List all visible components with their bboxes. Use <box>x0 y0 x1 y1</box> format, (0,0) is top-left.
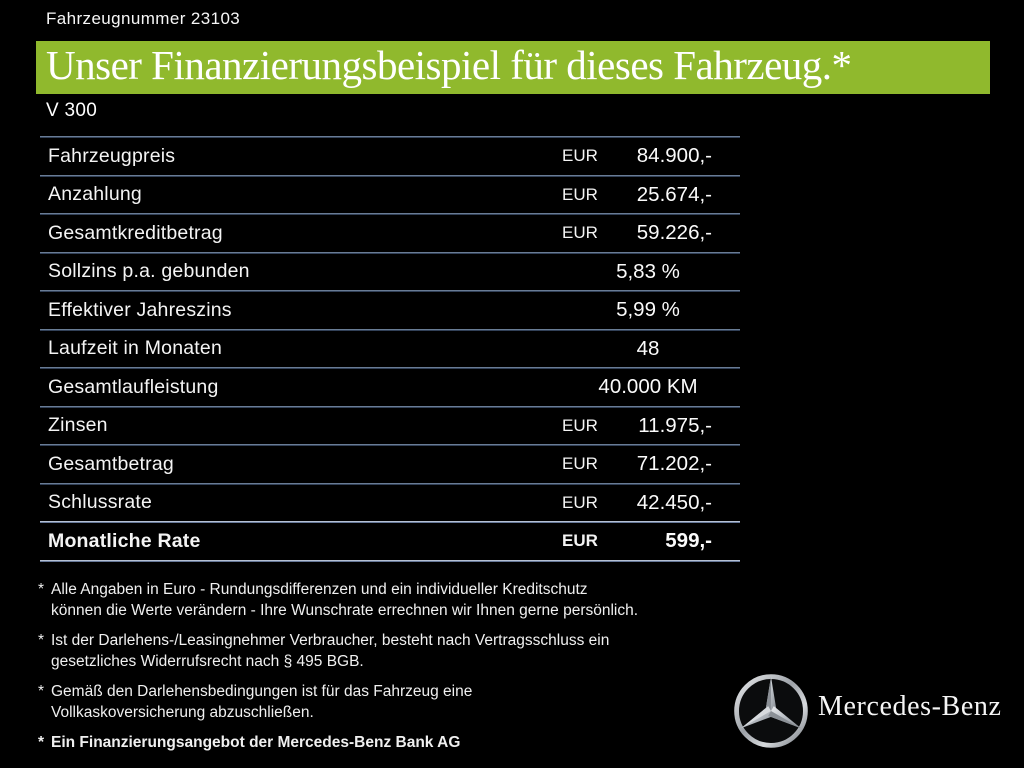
row-value: 59.226,- <box>636 221 712 245</box>
row-label: Laufzeit in Monaten <box>48 337 222 360</box>
row-label: Anzahlung <box>48 183 142 206</box>
footnote-marker: * <box>38 734 45 751</box>
row-currency: EUR <box>562 223 598 243</box>
footnote: * Alle Angaben in Euro - Rundungsdiffere… <box>38 579 750 621</box>
row-value: 40.000 KM <box>598 375 698 399</box>
row-divider <box>40 559 740 562</box>
row-divider <box>40 328 740 331</box>
row-value: 599,- <box>665 529 712 553</box>
row-label: Schlussrate <box>48 491 153 514</box>
footnote-marker: * <box>38 581 45 598</box>
row-divider <box>40 521 740 523</box>
row-currency: EUR <box>562 184 598 204</box>
row-divider <box>40 405 740 408</box>
row-divider <box>40 290 740 292</box>
table-row: Schlussrate EUR 42.450,- <box>40 485 740 522</box>
row-label: Gesamtlaufleistung <box>48 375 219 398</box>
table-row: Sollzins p.a. gebunden 5,83 % <box>40 254 740 291</box>
footnote-text: Ein Finanzierungsangebot der Mercedes-Be… <box>51 734 461 751</box>
row-label: Gesamtkreditbetrag <box>48 221 223 244</box>
table-row: Laufzeit in Monaten 48 <box>40 331 740 368</box>
footnote-text: Gemäß den Darlehensbedingungen ist für d… <box>51 683 473 721</box>
table-row: Gesamtbetrag EUR 71.202,- <box>40 446 740 483</box>
model-name: V 300 <box>46 100 98 121</box>
row-divider <box>40 444 740 446</box>
row-label: Fahrzeugpreis <box>48 144 176 167</box>
footnotes: * Alle Angaben in Euro - Rundungsdiffere… <box>38 579 750 762</box>
row-currency: EUR <box>562 454 598 474</box>
table-row: Zinsen EUR 11.975,- <box>40 408 740 445</box>
table-row: Effektiver Jahreszins 5,99 % <box>40 292 740 329</box>
footnote-marker: * <box>38 632 45 649</box>
footnote-marker: * <box>38 683 45 700</box>
row-divider <box>40 136 740 138</box>
row-currency: EUR <box>562 146 598 166</box>
row-label: Monatliche Rate <box>48 529 201 552</box>
row-value: 25.674,- <box>636 182 712 206</box>
row-currency: EUR <box>562 531 598 551</box>
table-row: Gesamtlaufleistung 40.000 KM <box>40 369 740 406</box>
row-divider <box>40 367 740 369</box>
footnote: * Ist der Darlehens-/Leasingnehmer Verbr… <box>38 630 750 672</box>
footnote: * Ein Finanzierungsangebot der Mercedes-… <box>38 732 750 753</box>
table-row: Monatliche Rate EUR 599,- <box>40 523 740 560</box>
row-currency: EUR <box>562 415 598 435</box>
row-divider <box>40 174 740 177</box>
page-title: Unser Finanzierungsbeispiel für dieses F… <box>46 42 852 88</box>
row-label: Effektiver Jahreszins <box>48 298 232 321</box>
finance-table: Fahrzeugpreis EUR 84.900,- Anzahlung EUR… <box>40 136 740 562</box>
row-value: 71.202,- <box>636 452 712 476</box>
row-label: Zinsen <box>48 414 108 437</box>
row-value: 5,99 % <box>616 298 680 322</box>
vehicle-number: Fahrzeugnummer 23103 <box>46 9 241 28</box>
title-banner: Unser Finanzierungsbeispiel für dieses F… <box>36 41 990 94</box>
row-value: 5,83 % <box>616 259 680 283</box>
row-label: Gesamtbetrag <box>48 452 174 475</box>
table-row: Fahrzeugpreis EUR 84.900,- <box>40 138 740 175</box>
footnote: * Gemäß den Darlehensbedingungen ist für… <box>38 681 750 723</box>
row-divider <box>40 213 740 215</box>
footnote-text: Alle Angaben in Euro - Rundungsdifferenz… <box>51 581 639 619</box>
row-divider <box>40 482 740 485</box>
table-row: Gesamtkreditbetrag EUR 59.226,- <box>40 215 740 252</box>
row-value: 84.900,- <box>636 144 712 168</box>
table-row: Anzahlung EUR 25.674,- <box>40 177 740 214</box>
row-value: 42.450,- <box>636 490 712 514</box>
mercedes-star-icon <box>734 674 808 748</box>
row-label: Sollzins p.a. gebunden <box>48 260 250 283</box>
footnote-text: Ist der Darlehens-/Leasingnehmer Verbrau… <box>51 632 610 670</box>
brand-wordmark: Mercedes-Benz <box>818 691 1002 722</box>
row-value: 11.975,- <box>638 413 712 437</box>
row-value: 48 <box>636 336 660 360</box>
row-divider <box>40 251 740 254</box>
row-currency: EUR <box>562 492 598 512</box>
